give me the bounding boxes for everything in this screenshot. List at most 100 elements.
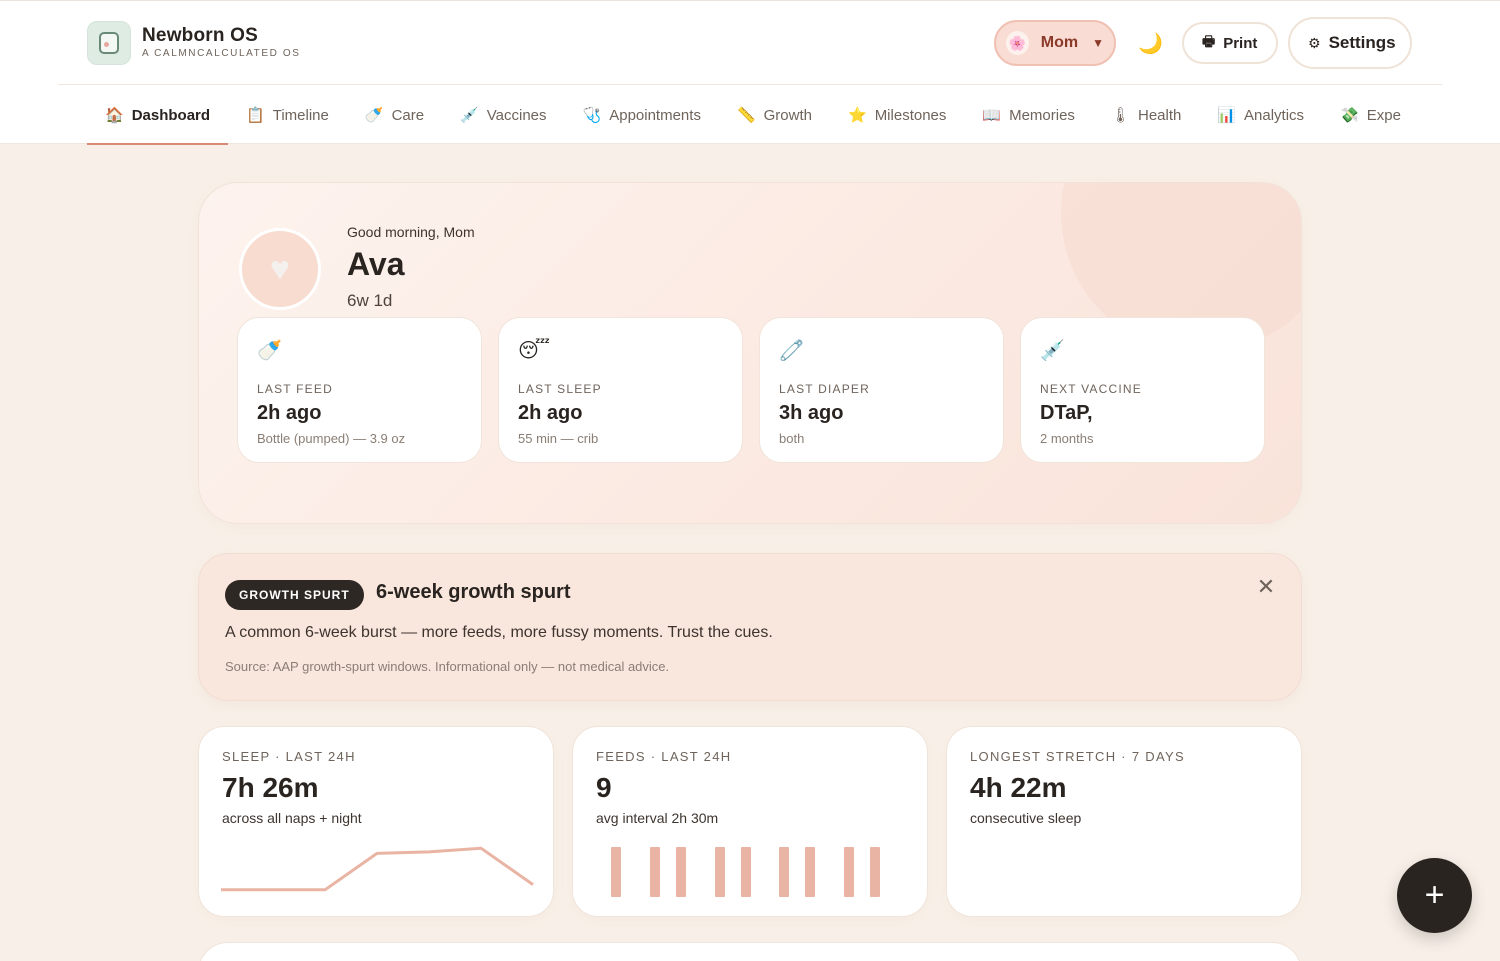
next-section-card: [198, 942, 1302, 961]
alert-badge: GROWTH SPURT: [225, 580, 364, 610]
tab-label: Milestones: [874, 106, 947, 124]
tab-vaccines[interactable]: 💉 Vaccines: [442, 85, 564, 145]
header-divider: [58, 84, 1442, 85]
tab-memories[interactable]: 📖 Memories: [964, 85, 1093, 145]
feed-bar: [844, 847, 854, 897]
sleep-trend-line: [221, 846, 534, 892]
alert-body: A common 6-week burst — more feeds, more…: [225, 624, 773, 641]
tab-label: Growth: [763, 106, 812, 124]
close-icon[interactable]: ✕: [1256, 574, 1276, 599]
home-icon: 🏠: [105, 107, 124, 124]
tab-label: Timeline: [272, 106, 329, 124]
feed-bar: [870, 847, 880, 897]
profile-switcher[interactable]: 🌸 Mom ▼: [994, 20, 1116, 66]
sleep-sparkline: [221, 846, 534, 892]
tab-milestones[interactable]: ⭐ Milestones: [830, 85, 964, 145]
tab-label: Dashboard: [131, 106, 211, 124]
printer-icon: 🖶: [1202, 33, 1216, 49]
flower-icon: 🌸: [1006, 31, 1029, 55]
feed-bar: [676, 847, 686, 897]
metric-feeds[interactable]: FEEDS · LAST 24H 9 avg interval 2h 30m: [572, 726, 928, 917]
feed-bar: [650, 847, 660, 897]
star-icon: ⭐: [848, 107, 867, 124]
print-label: Print: [1223, 34, 1258, 52]
money-icon: 💸: [1340, 107, 1359, 124]
quick-stats: 🍼 LAST FEED 2h ago Bottle (pumped) — 3.9…: [237, 317, 1281, 463]
moon-icon[interactable]: 🌙: [1138, 32, 1163, 55]
settings-label: Settings: [1328, 33, 1396, 52]
metric-detail: consecutive sleep: [970, 810, 1082, 826]
alert-title: 6-week growth spurt: [376, 581, 571, 603]
stat-detail: 2 months: [1040, 431, 1094, 446]
chevron-down-icon: ▼: [1092, 36, 1104, 50]
thermometer-icon: 🌡: [1110, 107, 1130, 124]
stat-value: DTaP,: [1040, 402, 1093, 424]
feed-bar: [741, 847, 751, 897]
stat-label: LAST SLEEP: [518, 382, 602, 396]
tab-expenses[interactable]: 💸 Expe: [1322, 85, 1419, 145]
app-tagline: A CALMNCALCULATED OS: [142, 48, 301, 59]
tab-health[interactable]: 🌡 Health: [1093, 85, 1199, 145]
tab-label: Health: [1137, 106, 1182, 124]
metric-longest-stretch[interactable]: LONGEST STRETCH · 7 DAYS 4h 22m consecut…: [946, 726, 1302, 917]
stat-last-feed[interactable]: 🍼 LAST FEED 2h ago Bottle (pumped) — 3.9…: [237, 317, 482, 463]
tab-label: Vaccines: [486, 106, 547, 124]
baby-age: 6w 1d: [347, 291, 393, 310]
stat-value: 2h ago: [257, 402, 322, 424]
tab-timeline[interactable]: 📋 Timeline: [228, 85, 347, 145]
tab-label: Expe: [1366, 106, 1401, 124]
heart-icon[interactable]: ♥: [239, 228, 321, 310]
stat-value: 3h ago: [779, 402, 844, 424]
stat-last-diaper[interactable]: 🧷 LAST DIAPER 3h ago both: [759, 317, 1004, 463]
stat-next-vaccine[interactable]: 💉 NEXT VACCINE DTaP, 2 months: [1020, 317, 1265, 463]
bar-chart-icon: 📊: [1217, 107, 1237, 124]
stat-label: NEXT VACCINE: [1040, 382, 1142, 396]
clipboard-icon: 📋: [246, 107, 265, 124]
stat-label: LAST DIAPER: [779, 382, 871, 396]
app-name: Newborn OS: [142, 25, 259, 46]
feed-bar: [611, 847, 621, 897]
safety-pin-icon: 🧷: [779, 340, 804, 362]
greeting: Good morning, Mom: [347, 224, 475, 240]
tab-dashboard[interactable]: 🏠 Dashboard: [87, 85, 229, 145]
bottle-icon: 🍼: [364, 107, 384, 124]
stethoscope-icon: 🩺: [582, 107, 602, 124]
profile-label: Mom: [1040, 34, 1079, 51]
metric-detail: avg interval 2h 30m: [596, 810, 719, 826]
stat-detail: both: [779, 431, 805, 446]
stat-value: 2h ago: [518, 402, 583, 424]
main-nav: 🏠 Dashboard 📋 Timeline 🍼 Care 💉 Vaccines…: [87, 85, 1442, 145]
tab-growth[interactable]: 📏 Growth: [719, 85, 830, 145]
tab-label: Appointments: [609, 106, 701, 124]
header-actions: 🌸 Mom ▼ 🌙 🖶 Print ⚙ Settings: [994, 17, 1412, 69]
print-button[interactable]: 🖶 Print: [1182, 22, 1278, 64]
tab-label: Care: [391, 106, 425, 124]
syringe-icon: 💉: [460, 107, 479, 124]
bottle-icon: 🍼: [257, 340, 282, 362]
tab-analytics[interactable]: 📊 Analytics: [1199, 85, 1322, 145]
stat-detail: Bottle (pumped) — 3.9 oz: [257, 431, 406, 446]
metric-detail: across all naps + night: [222, 810, 362, 826]
gear-icon: ⚙: [1308, 34, 1321, 51]
growth-spurt-alert: GROWTH SPURT 6-week growth spurt A commo…: [198, 553, 1302, 701]
app-logo-icon: [87, 20, 131, 65]
metric-label: SLEEP · LAST 24H: [222, 749, 356, 764]
tab-label: Memories: [1009, 106, 1075, 124]
tab-care[interactable]: 🍼 Care: [347, 85, 442, 145]
syringe-icon: 💉: [1040, 340, 1065, 362]
metric-label: FEEDS · LAST 24H: [596, 749, 732, 764]
metric-sleep[interactable]: SLEEP · LAST 24H 7h 26m across all naps …: [198, 726, 554, 917]
metric-label: LONGEST STRETCH · 7 DAYS: [970, 749, 1185, 764]
alert-source: Source: AAP growth-spurt windows. Inform…: [225, 659, 670, 674]
feeds-bar-chart: [611, 847, 880, 897]
add-entry-button[interactable]: +: [1397, 858, 1472, 933]
feed-bar: [779, 847, 789, 897]
metric-value: 7h 26m: [222, 772, 319, 803]
settings-button[interactable]: ⚙ Settings: [1288, 17, 1412, 69]
tab-appointments[interactable]: 🩺 Appointments: [565, 85, 719, 145]
stat-last-sleep[interactable]: 😴 LAST SLEEP 2h ago 55 min — crib: [498, 317, 743, 463]
metric-value: 4h 22m: [970, 772, 1067, 803]
ruler-icon: 📏: [736, 107, 756, 124]
baby-name: Ava: [347, 246, 405, 282]
brand[interactable]: Newborn OS A CALMNCALCULATED OS: [87, 20, 301, 65]
